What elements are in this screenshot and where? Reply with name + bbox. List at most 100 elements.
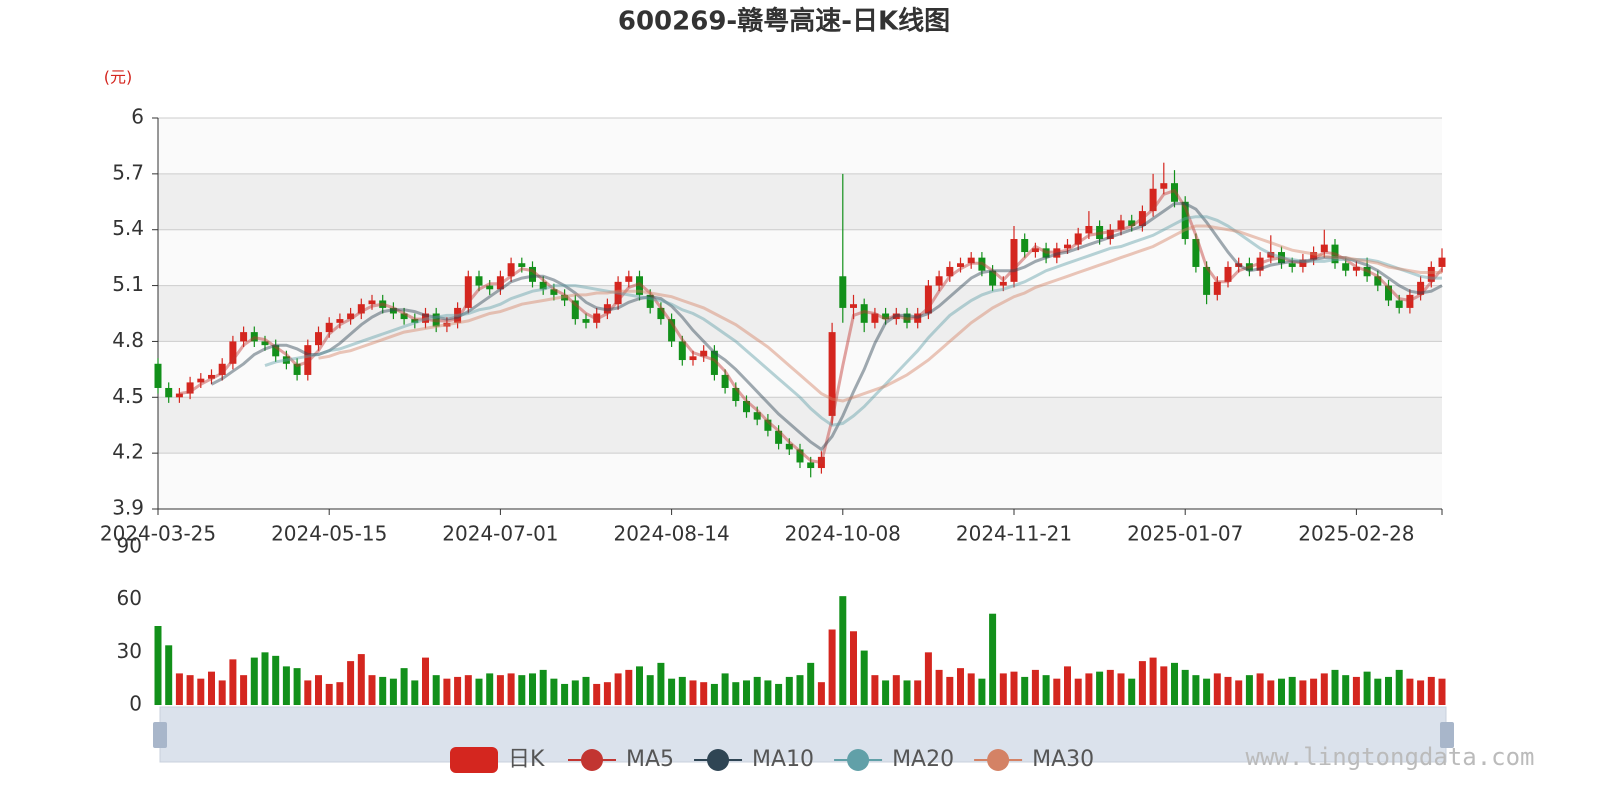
candle-body xyxy=(496,276,504,290)
candle-body xyxy=(946,266,954,277)
zoom-handle[interactable] xyxy=(1440,722,1454,748)
candle-body xyxy=(668,319,676,342)
candle-body xyxy=(892,313,900,320)
candle-body xyxy=(261,341,269,346)
volume-bar xyxy=(743,680,750,705)
ma-line xyxy=(210,202,1443,452)
candle-body xyxy=(325,322,333,333)
candle-body xyxy=(1085,225,1093,234)
volume-bar xyxy=(1138,661,1146,705)
candle-body xyxy=(775,430,783,444)
volume-bar xyxy=(1374,678,1382,705)
volume-bar xyxy=(657,662,665,705)
candle-body xyxy=(1010,239,1018,282)
candle-body xyxy=(315,332,322,346)
legend-label[interactable]: MA5 xyxy=(626,747,674,772)
candle-body xyxy=(1160,183,1168,189)
candle-body xyxy=(657,307,665,320)
volume-bar xyxy=(464,675,472,705)
legend-label[interactable]: MA10 xyxy=(752,747,814,772)
candle-body xyxy=(1438,257,1446,267)
candle-body xyxy=(571,300,579,320)
legend-label[interactable]: MA20 xyxy=(892,747,954,772)
candle-body xyxy=(636,276,643,295)
candle-body xyxy=(1042,248,1050,258)
zoom-slider[interactable] xyxy=(159,706,1447,763)
candle-body xyxy=(614,281,622,305)
volume-bar xyxy=(1203,678,1211,705)
volume-bar xyxy=(1064,666,1071,705)
volume-bar xyxy=(486,673,494,705)
volume-bar xyxy=(454,676,462,705)
legend-label[interactable]: 日K xyxy=(508,747,545,772)
volume-bar xyxy=(1438,678,1446,705)
candle-body xyxy=(646,294,654,308)
legend-icon[interactable] xyxy=(987,749,1010,771)
volume-bar xyxy=(1256,673,1264,705)
y-tick-label: 4.8 xyxy=(112,328,144,352)
y-tick-label: 5.7 xyxy=(112,160,144,184)
volume-bar xyxy=(603,682,611,705)
volume-bar xyxy=(775,683,783,705)
legend-icon[interactable] xyxy=(847,749,870,771)
x-tick-label: 2024-05-15 xyxy=(271,522,387,546)
candle-body xyxy=(1149,188,1157,212)
volume-bar xyxy=(293,668,301,705)
volume-bar xyxy=(946,676,954,705)
candle-body xyxy=(389,307,397,314)
candle-body xyxy=(1245,263,1253,271)
volume-bar xyxy=(1342,675,1350,705)
volume-bar xyxy=(785,676,793,705)
candle-body xyxy=(743,401,750,413)
candle-body xyxy=(1117,220,1125,230)
volume-bar xyxy=(218,680,226,705)
volume-bar xyxy=(165,645,173,705)
volume-bar xyxy=(935,669,943,705)
volume-bar xyxy=(496,675,504,705)
volume-bar xyxy=(208,671,215,705)
volume-bar xyxy=(1096,671,1104,705)
volume-bar xyxy=(999,673,1007,705)
legend-label[interactable]: MA30 xyxy=(1032,747,1094,772)
candle-body xyxy=(1256,257,1264,271)
volume-bar xyxy=(646,675,654,705)
candle-body xyxy=(1192,239,1200,267)
volume-bar xyxy=(1427,676,1435,705)
volume-bar xyxy=(1128,678,1136,705)
volume-bar xyxy=(817,682,825,705)
candle-body xyxy=(368,300,376,305)
volume-bar xyxy=(186,675,194,705)
volume-bar xyxy=(1417,680,1425,705)
candle-body xyxy=(678,341,686,361)
candle-body xyxy=(710,350,718,375)
legend-icon[interactable] xyxy=(707,749,730,771)
volume-bar xyxy=(304,680,312,705)
candle-body xyxy=(935,276,943,286)
candle-body xyxy=(550,289,558,295)
legend-icon[interactable] xyxy=(450,747,498,773)
volume-bar xyxy=(989,613,997,705)
volume-bar xyxy=(636,666,643,705)
candle-body xyxy=(411,319,419,323)
candle-body xyxy=(1331,244,1339,264)
candle-body xyxy=(486,285,494,290)
volume-bar xyxy=(1267,680,1275,705)
candle-body xyxy=(1406,294,1414,308)
zoom-handle[interactable] xyxy=(153,722,167,748)
x-tick-label: 2024-11-21 xyxy=(956,522,1072,546)
volume-bar xyxy=(710,683,718,705)
candle-body xyxy=(764,419,772,431)
y-tick-label: 6 xyxy=(131,105,144,129)
candle-body xyxy=(529,266,536,282)
volume-bar xyxy=(828,629,836,705)
split-area xyxy=(158,397,1442,454)
split-area xyxy=(158,173,1442,230)
candle-body xyxy=(914,313,922,323)
candle-body xyxy=(229,341,237,364)
candle-body xyxy=(1352,266,1360,271)
volume-bar xyxy=(518,675,526,705)
volume-bar xyxy=(892,675,900,705)
candle-body xyxy=(839,276,847,308)
legend-icon[interactable] xyxy=(581,749,603,771)
x-tick-label: 2024-03-25 xyxy=(100,522,216,546)
